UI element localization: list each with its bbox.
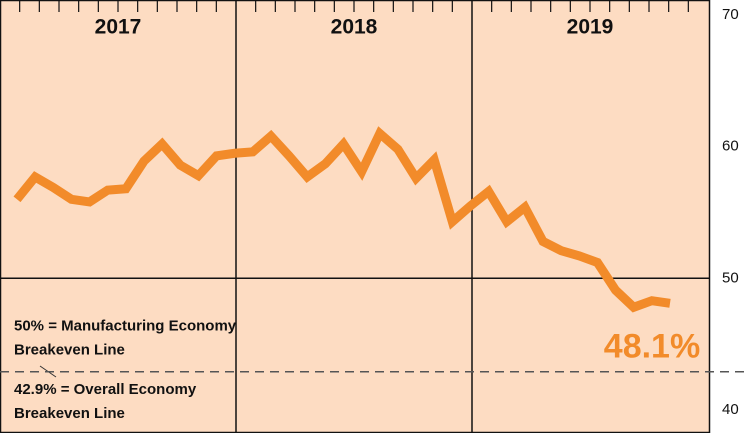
year-label: 2017 bbox=[95, 16, 142, 39]
y-tick-label: 40 bbox=[722, 401, 739, 418]
reference-label: Breakeven Line bbox=[14, 341, 125, 358]
y-tick-label: 50 bbox=[722, 269, 739, 286]
y-tick-label: 60 bbox=[722, 138, 739, 155]
series-line bbox=[13, 126, 671, 313]
last-value-label: 48.1% bbox=[604, 327, 700, 365]
year-label: 2019 bbox=[567, 16, 614, 39]
y-tick-label: 70 bbox=[722, 6, 739, 23]
reference-label: 42.9% = Overall Economy bbox=[14, 381, 197, 398]
year-label: 2018 bbox=[331, 16, 378, 39]
reference-label: 50% = Manufacturing Economy bbox=[14, 317, 237, 334]
plot-background bbox=[0, 0, 710, 433]
reference-label: Breakeven Line bbox=[14, 405, 125, 422]
